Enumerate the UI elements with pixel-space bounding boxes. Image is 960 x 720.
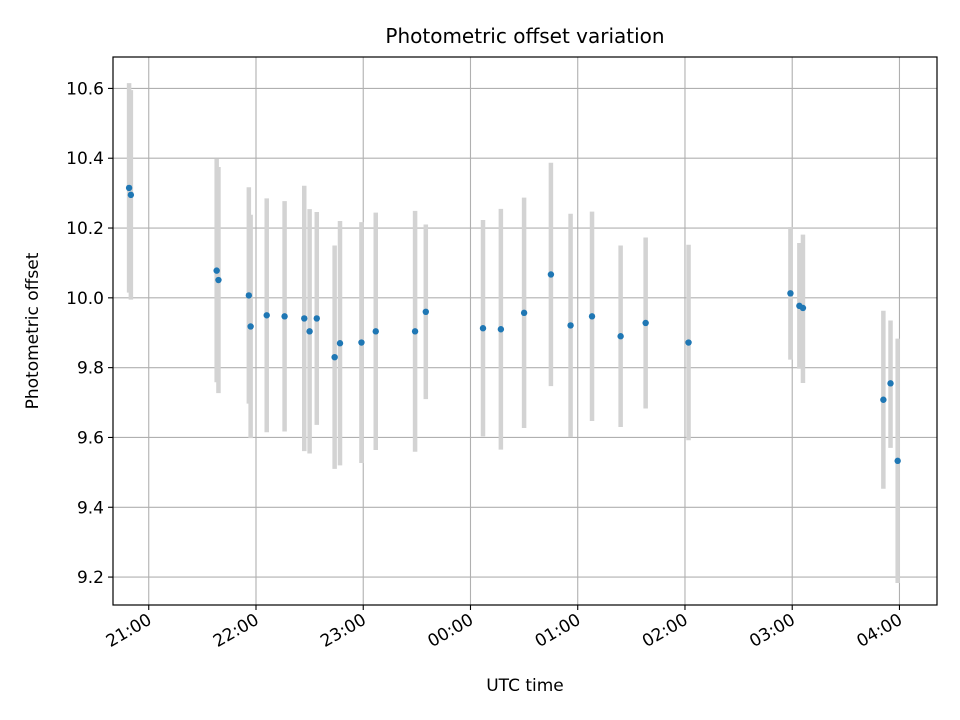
plot-frame [112, 56, 938, 606]
y-tick-label: 10.0 [66, 289, 104, 309]
y-axis-label: Photometric offset [23, 252, 43, 409]
data-point [301, 315, 308, 322]
data-point [894, 457, 901, 465]
y-tick-label: 10.4 [66, 149, 104, 169]
data-point [617, 333, 624, 340]
data-point [213, 267, 220, 274]
data-point [799, 304, 807, 312]
y-tick-label: 9.4 [77, 498, 104, 518]
data-point [411, 328, 419, 335]
data-points [125, 184, 901, 465]
data-point [281, 313, 288, 320]
data-point [588, 313, 596, 320]
data-point [880, 396, 887, 403]
data-point [331, 353, 338, 361]
data-point [247, 323, 254, 330]
data-point [887, 380, 894, 387]
data-point [313, 315, 320, 322]
data-point [787, 290, 794, 297]
data-point [567, 322, 574, 329]
data-point [245, 292, 253, 299]
chart-title: Photometric offset variation [385, 24, 664, 48]
data-point [306, 328, 313, 335]
x-axis-label: UTC time [486, 676, 564, 696]
y-tick-label: 10.2 [66, 219, 104, 239]
data-point [125, 184, 133, 192]
y-tick-label: 9.6 [77, 428, 104, 448]
y-tick-label: 9.8 [77, 359, 104, 379]
data-point [372, 328, 379, 335]
data-point [215, 276, 222, 284]
y-tick-label: 9.2 [77, 568, 104, 588]
data-point [685, 339, 692, 346]
data-point [263, 312, 270, 319]
y-axis: 9.2 9.4 9.6 9.8 10.0 10.2 10.4 10.6 [66, 79, 113, 588]
data-point [497, 326, 505, 333]
data-point [642, 319, 649, 327]
data-point [422, 308, 429, 316]
data-point [520, 309, 528, 317]
data-point [479, 325, 487, 332]
data-point [127, 191, 135, 199]
data-point [336, 340, 344, 347]
y-tick-label: 10.6 [66, 79, 104, 99]
data-point [547, 271, 555, 278]
data-point [358, 339, 365, 346]
